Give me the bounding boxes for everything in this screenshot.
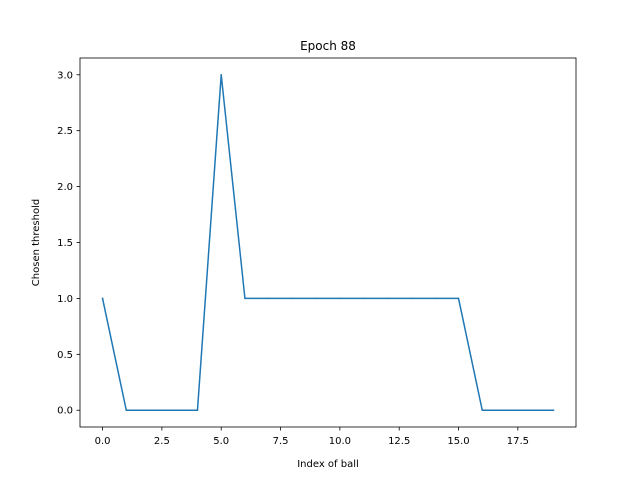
- data-point: [552, 409, 555, 411]
- y-tick-label: 0.5: [57, 350, 73, 361]
- plot-area: [80, 58, 576, 427]
- x-tick-label: 12.5: [388, 436, 410, 447]
- y-tick-label: 3.0: [57, 70, 73, 81]
- data-point: [172, 409, 175, 411]
- data-point: [244, 297, 246, 300]
- x-axis-label: Index of ball: [297, 459, 359, 470]
- data-point: [149, 409, 151, 411]
- data-point: [410, 297, 412, 300]
- y-tick-label: 0.0: [57, 406, 73, 417]
- y-tick-label: 2.0: [57, 182, 73, 193]
- x-tick-label: 10.0: [329, 436, 351, 447]
- chart-title: Epoch 88: [300, 39, 356, 53]
- data-point: [267, 297, 270, 300]
- data-point: [481, 409, 484, 411]
- data-point: [101, 297, 104, 300]
- data-point: [291, 297, 294, 300]
- data-point: [196, 409, 199, 411]
- y-axis-label: Chosen threshold: [31, 199, 42, 286]
- data-point: [315, 297, 317, 300]
- series-line: [101, 74, 555, 411]
- data-point: [362, 297, 365, 300]
- data-point: [125, 409, 128, 411]
- data-point: [220, 74, 222, 76]
- data-point: [457, 297, 460, 300]
- y-tick-label: 1.5: [57, 238, 73, 249]
- data-point: [434, 297, 436, 300]
- x-tick-label: 5.0: [213, 436, 229, 447]
- x-axis-ticks: 0.0 2.5 5.0 7.5 10.0 12.5 15.0 17.5: [95, 427, 529, 447]
- y-tick-label: 2.5: [57, 126, 73, 137]
- x-tick-label: 7.5: [273, 436, 289, 447]
- x-tick-label: 2.5: [154, 436, 170, 447]
- data-points: [101, 74, 555, 411]
- plot-frame: [79, 57, 577, 428]
- data-point: [505, 409, 507, 411]
- x-tick-label: 15.0: [447, 436, 469, 447]
- y-axis-ticks: 0.0 0.5 1.0 1.5 2.0 2.5 3.0: [57, 70, 80, 417]
- x-tick-label: 0.0: [95, 436, 111, 447]
- y-tick-label: 1.0: [57, 294, 73, 305]
- data-point: [386, 297, 389, 300]
- data-point: [339, 297, 341, 300]
- data-point: [528, 409, 531, 411]
- x-tick-label: 17.5: [507, 436, 529, 447]
